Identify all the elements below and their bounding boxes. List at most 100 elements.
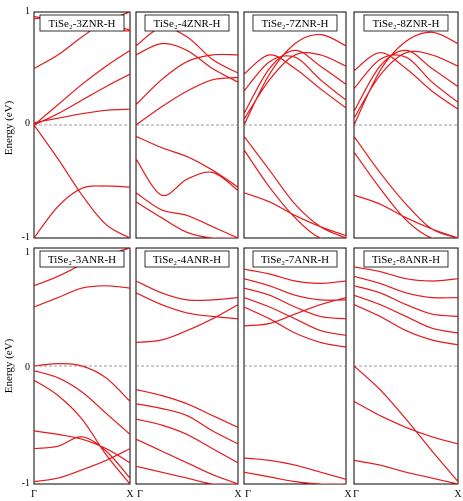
panel-7: TiSe₂-7ANR-H (243, 247, 347, 485)
xtick-x-2: X (234, 489, 242, 500)
panel-title-box (144, 250, 230, 268)
band-line-4 (34, 370, 130, 435)
panel-title-box (252, 250, 338, 268)
band-line-2 (34, 285, 130, 308)
band-line-1 (136, 280, 238, 302)
panel-2: TiSe₂-4ZNR-H (135, 11, 239, 239)
panel-title: TiSe₂-3ANR-H (48, 254, 116, 266)
xtick-x-1: X (126, 489, 134, 500)
band-line-3 (244, 287, 346, 320)
band-line-2 (354, 275, 458, 299)
band-line-1 (354, 266, 458, 282)
row2-ytick-zero: 0 (25, 362, 30, 373)
band-line-7 (34, 124, 130, 238)
xtick-gamma-2: Γ (137, 489, 143, 500)
band-line-4 (136, 76, 238, 126)
panel-title-box (363, 250, 449, 268)
band-line-3 (136, 304, 238, 343)
row1-ytick-top: 1 (25, 6, 30, 17)
panel-3: TiSe₂-7ZNR-H (243, 11, 347, 239)
band-line-3 (34, 362, 130, 402)
band-line-7 (354, 400, 458, 445)
band-line-6 (34, 108, 130, 124)
band-line-7 (34, 436, 130, 479)
band-line-7 (244, 457, 346, 480)
band-line-5 (354, 52, 458, 110)
row1-ytick-bottom: -1 (22, 232, 30, 243)
band-line-8 (244, 471, 346, 484)
band-line-3 (136, 53, 238, 106)
band-line-3 (354, 49, 458, 112)
band-line-6 (136, 418, 238, 464)
row2-y-axis-label: Energy (eV) (3, 338, 15, 393)
band-line-1 (354, 31, 458, 126)
panel-title: TiSe₂-8ANR-H (372, 254, 440, 266)
band-line-4 (34, 49, 130, 126)
panel-title-box (363, 14, 449, 32)
band-line-7 (136, 192, 238, 238)
panel-title-box (252, 14, 338, 32)
band-line-5 (244, 54, 346, 109)
band-line-5 (136, 135, 238, 188)
xtick-gamma-3: Γ (245, 489, 251, 500)
panel-title: TiSe₂-3ZNR-H (49, 18, 116, 30)
band-line-5 (34, 379, 130, 484)
band-line-8 (136, 201, 238, 238)
band-line-2 (244, 278, 346, 301)
panel-1: TiSe₂-3ZNR-H (33, 11, 131, 239)
panel-title-box (39, 250, 125, 268)
xtick-x-4: X (454, 489, 462, 500)
band-line-8 (244, 192, 346, 237)
band-line-6 (354, 135, 458, 238)
panel-title-box (39, 14, 125, 32)
band-line-4 (244, 55, 346, 101)
panel-8: TiSe₂-8ANR-H (353, 247, 459, 485)
band-line-4 (244, 297, 346, 336)
band-line-3 (244, 49, 346, 114)
band-line-2 (354, 50, 458, 119)
band-line-8 (354, 459, 458, 484)
band-line-6 (244, 135, 346, 238)
band-line-7 (136, 438, 238, 484)
panel-title: TiSe₂-4ZNR-H (154, 18, 221, 30)
band-line-6 (244, 297, 346, 327)
band-line-6 (136, 158, 238, 197)
panel-title: TiSe₂-4ANR-H (153, 254, 221, 266)
xtick-gamma-4: Γ (353, 489, 359, 500)
band-line-5 (354, 304, 458, 346)
band-line-5 (34, 73, 130, 126)
xtick-gamma-1: Γ (31, 489, 37, 500)
band-line-2 (244, 52, 346, 120)
band-line-8 (34, 185, 130, 238)
band-line-8 (354, 194, 458, 238)
panel-title: TiSe₂-7ANR-H (261, 254, 329, 266)
panel-5: TiSe₂-3ANR-H (33, 247, 131, 485)
band-line-4 (354, 54, 458, 103)
band-line-1 (244, 33, 346, 126)
band-line-1 (244, 268, 346, 285)
band-line-6 (354, 365, 458, 482)
band-line-3 (354, 285, 458, 317)
row1-y-axis-label: Energy (eV) (3, 100, 15, 155)
band-line-1 (136, 26, 238, 74)
band-line-2 (136, 42, 238, 83)
band-line-5 (244, 306, 346, 348)
band-line-8 (136, 465, 238, 484)
row2-ytick-bottom: -1 (22, 478, 30, 489)
band-line-8 (34, 448, 130, 483)
row1-ytick-zero: 0 (25, 118, 30, 129)
band-line-4 (354, 294, 458, 334)
band-line-5 (136, 403, 238, 445)
band-line-6 (34, 430, 130, 464)
band-line-7 (244, 149, 346, 238)
row2-ytick-top: 1 (25, 247, 30, 258)
panel-title-box (144, 14, 230, 32)
panel-title: TiSe₂-7ZNR-H (262, 18, 329, 30)
xtick-x-3: X (344, 489, 352, 500)
band-line-2 (136, 292, 238, 320)
panel-title: TiSe₂-8ZNR-H (373, 18, 440, 30)
panel-4: TiSe₂-8ZNR-H (353, 11, 459, 239)
panel-6: TiSe₂-4ANR-H (135, 247, 239, 485)
band-line-4 (136, 389, 238, 428)
